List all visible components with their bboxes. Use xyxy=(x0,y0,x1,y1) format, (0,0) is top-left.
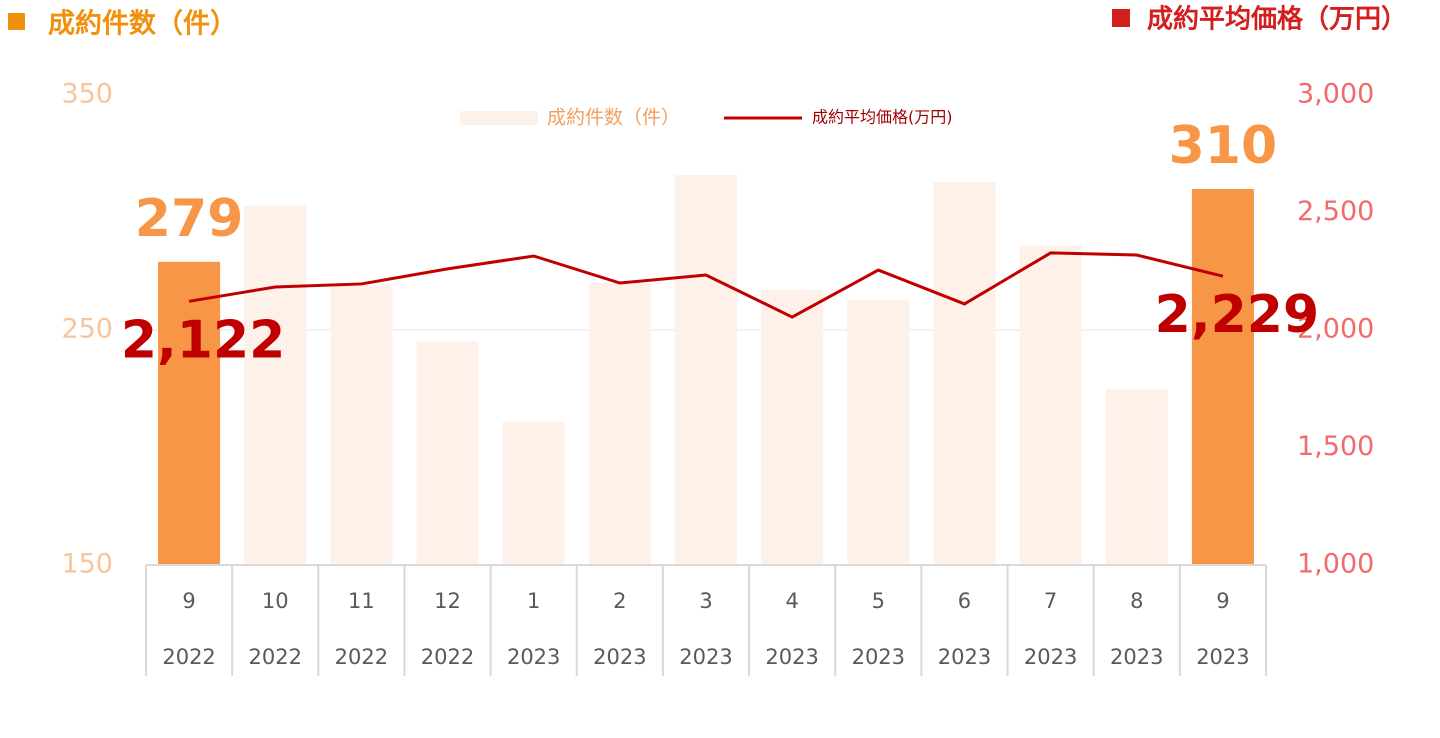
y2-tick-label: 3,000 xyxy=(1297,79,1374,110)
x-tick-label: 1 xyxy=(527,589,540,613)
y2-tick-label: 1,500 xyxy=(1297,431,1374,462)
bar xyxy=(674,174,738,565)
y-tick-label: 150 xyxy=(61,549,113,580)
bar xyxy=(1105,388,1168,565)
x-tick-label: 9 xyxy=(1216,589,1229,613)
bar xyxy=(416,341,479,565)
left-title-square xyxy=(8,13,25,30)
legend-swatch xyxy=(460,111,538,125)
legend-label: 成約件数（件） xyxy=(547,107,680,129)
x-tick-label: 7 xyxy=(1044,589,1057,613)
x-tick-label: 12 xyxy=(434,589,461,613)
x-tick-label: 6 xyxy=(958,589,971,613)
bar xyxy=(158,261,221,565)
legend-label: 成約平均価格(万円) xyxy=(812,108,953,127)
x-tick-year: 2022 xyxy=(335,645,388,669)
line-value-label: 2,122 xyxy=(121,310,285,370)
x-tick-label: 2 xyxy=(613,589,626,613)
x-tick-year: 2023 xyxy=(1196,645,1249,669)
right-title-square xyxy=(1112,9,1130,27)
bar xyxy=(1019,245,1082,565)
y2-tick-label: 2,500 xyxy=(1297,196,1374,227)
bar xyxy=(933,181,996,565)
bar xyxy=(330,285,393,565)
x-tick-year: 2022 xyxy=(162,645,215,669)
x-tick-year: 2023 xyxy=(507,645,560,669)
x-tick-year: 2023 xyxy=(1110,645,1163,669)
bar xyxy=(588,283,651,565)
bar xyxy=(244,205,307,565)
bar-value-label: 310 xyxy=(1169,116,1278,176)
x-tick-label: 4 xyxy=(785,589,798,613)
x-tick-year: 2023 xyxy=(852,645,905,669)
x-tick-year: 2023 xyxy=(1024,645,1077,669)
x-tick-label: 8 xyxy=(1130,589,1143,613)
x-tick-label: 3 xyxy=(699,589,712,613)
line xyxy=(188,251,1224,319)
x-tick-label: 10 xyxy=(262,589,289,613)
x-tick-year: 2023 xyxy=(679,645,732,669)
x-tick-year: 2023 xyxy=(938,645,991,669)
x-tick-label: 5 xyxy=(872,589,885,613)
y-tick-label: 350 xyxy=(61,79,113,110)
bar xyxy=(1191,189,1254,565)
x-tick-label: 9 xyxy=(182,589,195,613)
bar-value-label: 279 xyxy=(135,189,244,249)
y-tick-label: 250 xyxy=(61,314,113,345)
x-tick-year: 2023 xyxy=(593,645,646,669)
x-tick-label: 11 xyxy=(348,589,375,613)
x-tick-year: 2023 xyxy=(765,645,818,669)
y2-tick-label: 2,000 xyxy=(1297,314,1374,345)
y2-tick-label: 1,000 xyxy=(1297,549,1374,580)
line-value-label: 2,229 xyxy=(1155,285,1319,345)
right-axis-title: 成約平均価格（万円） xyxy=(1147,4,1407,35)
x-tick-year: 2022 xyxy=(249,645,302,669)
bar xyxy=(761,290,824,565)
left-axis-title: 成約件数（件） xyxy=(48,8,237,40)
bar xyxy=(502,421,565,565)
x-tick-year: 2022 xyxy=(421,645,474,669)
bar xyxy=(847,299,910,565)
